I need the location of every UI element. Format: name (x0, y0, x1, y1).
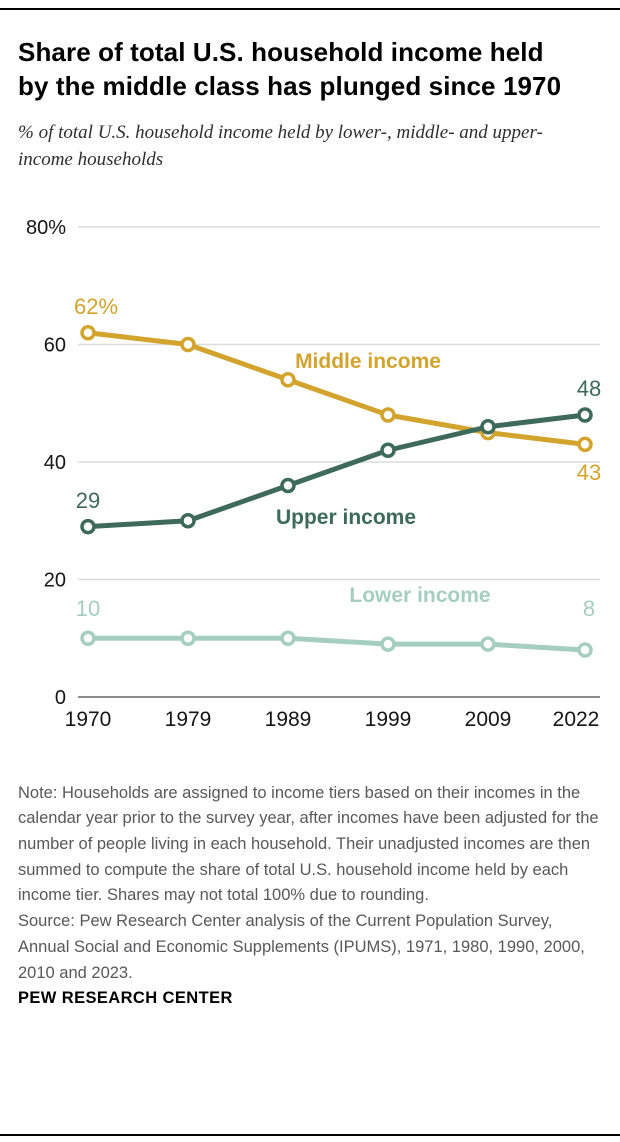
y-axis-tick-label: 20 (44, 569, 66, 591)
data-point-marker (577, 436, 593, 452)
data-point-marker (180, 630, 196, 646)
series-inline-label: Upper income (276, 506, 416, 529)
x-axis-tick-label: 2022 (553, 708, 600, 731)
series-line (85, 635, 588, 653)
data-point-marker (577, 406, 593, 423)
income-share-line-chart: 0 20 40 60 80% 1970 1979 1989 1999 2009 2022 62% Mid… (26, 217, 601, 731)
x-axis-tick-label: 1979 (165, 708, 212, 731)
series-inline-label: Middle income (295, 350, 441, 373)
x-axis-tick-label: 1970 (65, 708, 112, 731)
x-axis-tick-label: 1999 (365, 708, 412, 731)
series-line (85, 412, 588, 529)
brand-footer: PEW RESEARCH CENTER (18, 989, 233, 1008)
chart-area: 0 20 40 60 80% 1970 1979 1989 1999 2009 2022 62% Mid… (0, 212, 620, 737)
data-point-marker (380, 635, 396, 652)
value-callout: 62% (74, 294, 118, 319)
source-text: Source: Pew Research Center analysis of … (18, 912, 585, 982)
bottom-divider (0, 1134, 620, 1136)
data-point-marker (380, 406, 396, 423)
y-axis-tick-label: 60 (44, 334, 66, 356)
data-point-marker (480, 635, 496, 652)
data-point-marker (480, 418, 496, 435)
x-axis-tick-label: 2009 (465, 708, 512, 731)
value-callout: 43 (577, 460, 601, 485)
value-callout: 10 (76, 596, 100, 621)
chart-subtitle: % of total U.S. household income held by… (18, 121, 543, 170)
y-axis-tick-label: 40 (44, 452, 66, 474)
data-point-marker (380, 442, 396, 458)
data-point-marker (80, 324, 96, 341)
data-point-marker (80, 630, 96, 646)
page-title: Share of total U.S. household income hel… (18, 37, 562, 101)
value-callout: 29 (76, 488, 100, 513)
notes-block: Note: Households are assigned to income … (0, 781, 620, 1013)
data-point-marker (80, 518, 96, 534)
note-text: Note: Households are assigned to income … (18, 783, 599, 905)
y-axis-tick-label: 80% (26, 217, 66, 239)
value-callout: 8 (583, 596, 595, 621)
top-divider (0, 8, 620, 10)
value-callout: 48 (577, 376, 601, 401)
data-point-marker (280, 630, 296, 646)
y-axis-tick-label: 0 (55, 687, 66, 709)
series-line (85, 329, 588, 447)
x-axis-tick-label: 1989 (265, 708, 312, 731)
data-point-marker (180, 336, 196, 352)
data-point-marker (180, 512, 196, 529)
data-point-marker (577, 641, 593, 658)
series-inline-label: Lower income (349, 584, 490, 607)
data-point-marker (280, 477, 296, 493)
data-point-marker (280, 371, 296, 388)
